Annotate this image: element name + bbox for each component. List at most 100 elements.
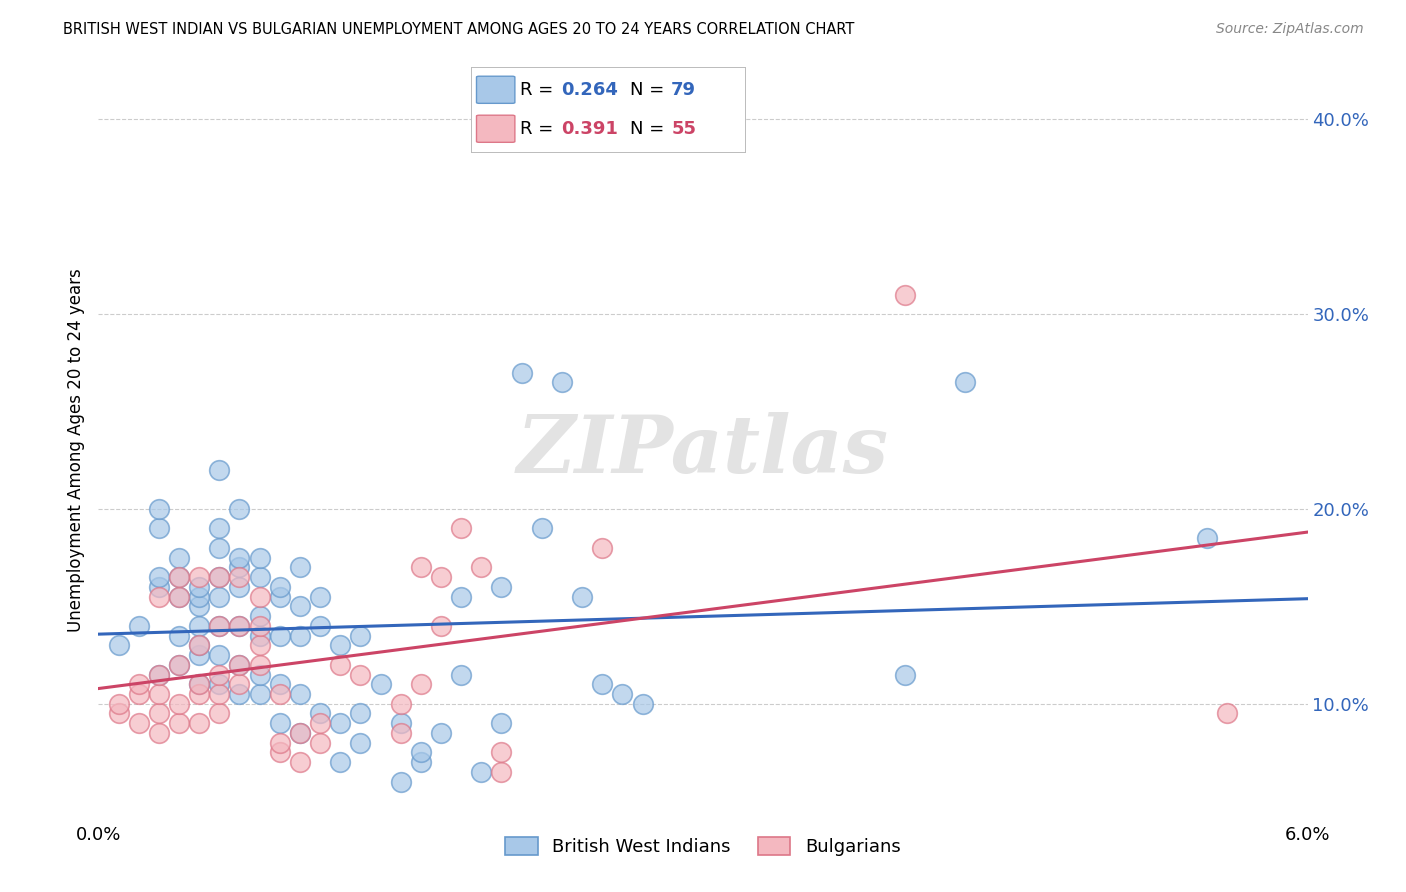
- Point: [167, 570, 190, 584]
- Point: [107, 697, 129, 711]
- Point: [228, 580, 250, 594]
- Point: [188, 648, 211, 662]
- Point: [450, 667, 472, 681]
- Text: 0.264: 0.264: [561, 81, 619, 99]
- Point: [208, 667, 231, 681]
- Point: [167, 550, 190, 565]
- Point: [491, 716, 513, 731]
- Point: [288, 599, 311, 614]
- Point: [249, 590, 271, 604]
- Point: [167, 628, 190, 642]
- Point: [107, 638, 129, 652]
- Point: [269, 677, 291, 691]
- Point: [188, 677, 211, 691]
- Point: [188, 687, 211, 701]
- Text: N =: N =: [630, 81, 671, 99]
- Point: [107, 706, 129, 721]
- Point: [249, 609, 271, 624]
- Y-axis label: Unemployment Among Ages 20 to 24 years: Unemployment Among Ages 20 to 24 years: [66, 268, 84, 632]
- Text: 55: 55: [671, 120, 696, 137]
- Point: [370, 677, 392, 691]
- Point: [188, 599, 211, 614]
- Point: [148, 667, 170, 681]
- Point: [167, 716, 190, 731]
- Point: [349, 667, 371, 681]
- Point: [389, 774, 412, 789]
- Point: [409, 755, 432, 769]
- Point: [208, 590, 231, 604]
- Point: [269, 590, 291, 604]
- Point: [208, 521, 231, 535]
- Point: [470, 764, 492, 779]
- Point: [208, 619, 231, 633]
- Text: N =: N =: [630, 120, 671, 137]
- Point: [430, 726, 453, 740]
- Point: [228, 687, 250, 701]
- Point: [228, 619, 250, 633]
- Point: [510, 366, 533, 380]
- Point: [249, 570, 271, 584]
- Point: [591, 677, 613, 691]
- Point: [228, 560, 250, 574]
- Point: [269, 716, 291, 731]
- Point: [208, 541, 231, 555]
- Point: [148, 521, 170, 535]
- Point: [128, 677, 150, 691]
- Point: [228, 502, 250, 516]
- Point: [167, 570, 190, 584]
- Point: [188, 716, 211, 731]
- Point: [288, 628, 311, 642]
- Point: [128, 687, 150, 701]
- Point: [148, 726, 170, 740]
- Point: [430, 570, 453, 584]
- Point: [208, 687, 231, 701]
- Point: [148, 590, 170, 604]
- Point: [349, 736, 371, 750]
- Point: [249, 628, 271, 642]
- Point: [571, 590, 593, 604]
- Point: [249, 687, 271, 701]
- Point: [329, 657, 352, 672]
- Point: [349, 706, 371, 721]
- Point: [491, 764, 513, 779]
- Point: [188, 638, 211, 652]
- Point: [249, 619, 271, 633]
- Point: [148, 706, 170, 721]
- Point: [288, 560, 311, 574]
- Point: [128, 619, 150, 633]
- Point: [389, 726, 412, 740]
- Point: [128, 716, 150, 731]
- FancyBboxPatch shape: [477, 115, 515, 143]
- Point: [208, 677, 231, 691]
- Point: [148, 580, 170, 594]
- Point: [269, 746, 291, 760]
- Text: R =: R =: [520, 120, 560, 137]
- Point: [491, 746, 513, 760]
- Point: [551, 376, 574, 390]
- Point: [491, 580, 513, 594]
- Point: [188, 580, 211, 594]
- Point: [329, 638, 352, 652]
- Point: [208, 570, 231, 584]
- Point: [228, 677, 250, 691]
- Point: [228, 657, 250, 672]
- Point: [530, 521, 553, 535]
- Point: [188, 590, 211, 604]
- Point: [208, 463, 231, 477]
- Text: R =: R =: [520, 81, 560, 99]
- Point: [893, 667, 915, 681]
- Point: [148, 502, 170, 516]
- Point: [450, 521, 472, 535]
- Point: [208, 706, 231, 721]
- Point: [249, 638, 271, 652]
- Point: [228, 619, 250, 633]
- Point: [228, 550, 250, 565]
- Point: [288, 687, 311, 701]
- Point: [269, 628, 291, 642]
- Point: [349, 628, 371, 642]
- Point: [269, 580, 291, 594]
- Point: [309, 736, 332, 750]
- Point: [450, 590, 472, 604]
- Point: [430, 619, 453, 633]
- Text: BRITISH WEST INDIAN VS BULGARIAN UNEMPLOYMENT AMONG AGES 20 TO 24 YEARS CORRELAT: BRITISH WEST INDIAN VS BULGARIAN UNEMPLO…: [63, 22, 855, 37]
